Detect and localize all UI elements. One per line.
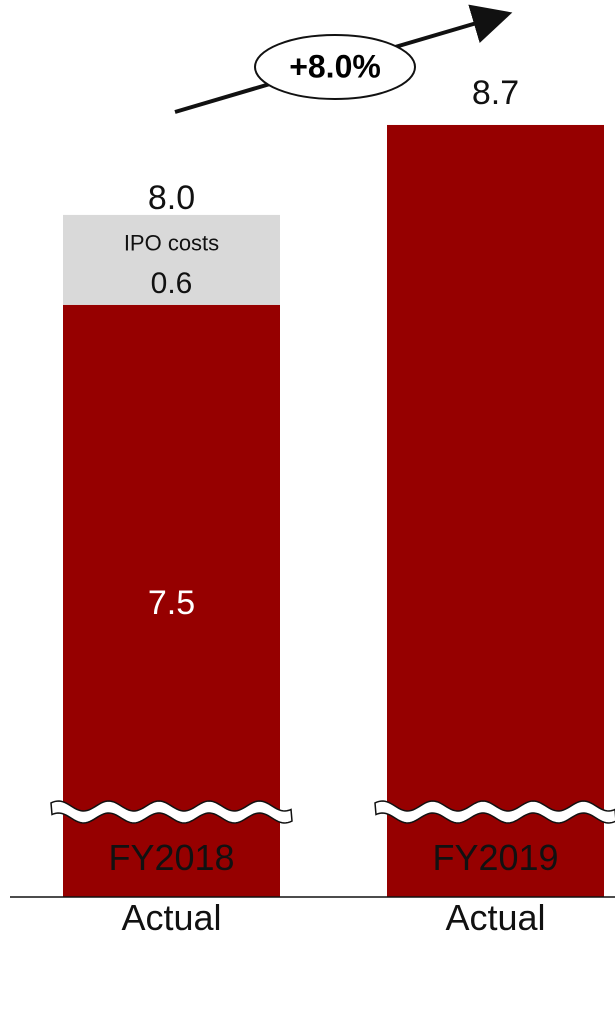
x-tick-label: FY2018 Actual bbox=[108, 837, 235, 938]
annotation: +8.0% bbox=[289, 48, 381, 84]
data-label: 7.5 bbox=[148, 584, 195, 622]
annotation-bubble bbox=[254, 34, 416, 100]
bar-segment bbox=[63, 304, 280, 897]
data-label: 0.6 bbox=[151, 267, 193, 300]
axis-break bbox=[374, 800, 615, 824]
segment-name: IPO costs bbox=[124, 231, 219, 256]
total-label: 8.0 bbox=[148, 179, 195, 217]
bar-segment bbox=[63, 214, 280, 305]
x-tick-label: FY2019 Actual bbox=[432, 837, 559, 938]
total-label: 8.7 bbox=[472, 74, 519, 112]
axis-break bbox=[50, 800, 293, 824]
bar-segment bbox=[387, 124, 604, 898]
